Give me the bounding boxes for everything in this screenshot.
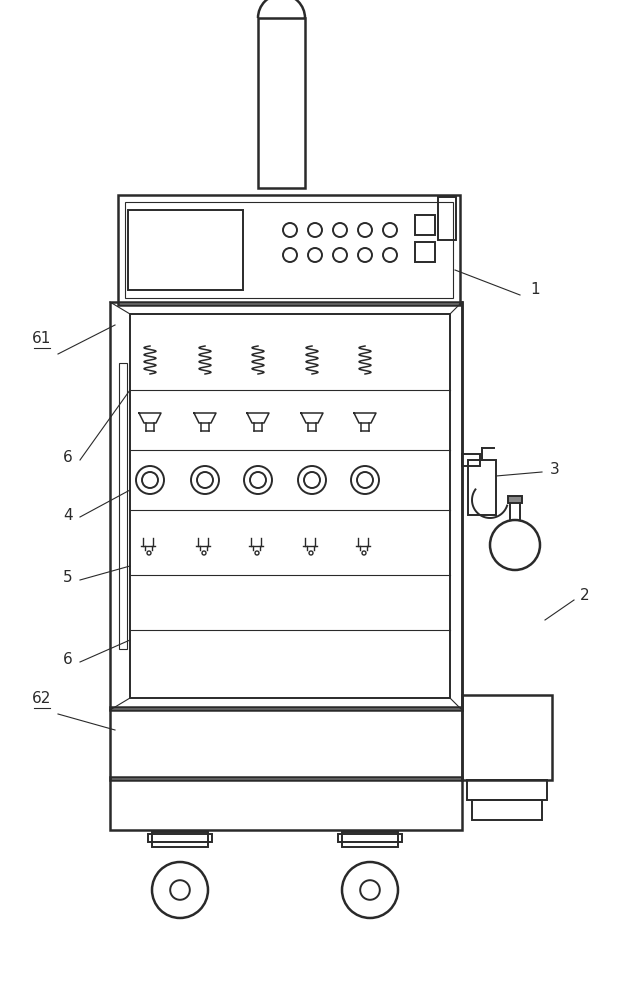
Text: 5: 5: [63, 570, 73, 585]
Text: 6: 6: [63, 450, 73, 466]
Bar: [148, 834, 212, 842]
Text: 62: 62: [32, 691, 52, 706]
Bar: [130, 314, 450, 698]
Bar: [510, 501, 520, 523]
Bar: [415, 215, 435, 235]
Bar: [462, 695, 552, 780]
Bar: [110, 302, 462, 710]
Text: 2: 2: [580, 587, 590, 602]
Text: 1: 1: [530, 282, 540, 298]
Bar: [342, 832, 398, 847]
Bar: [468, 460, 496, 515]
Bar: [128, 210, 243, 290]
Bar: [110, 777, 462, 830]
Circle shape: [490, 520, 540, 570]
Text: 3: 3: [550, 462, 560, 478]
Bar: [110, 707, 462, 780]
Bar: [125, 202, 453, 298]
Bar: [467, 780, 547, 800]
Bar: [118, 195, 460, 305]
Bar: [415, 242, 435, 262]
Circle shape: [342, 862, 398, 918]
Bar: [338, 834, 402, 842]
Text: 4: 4: [63, 508, 73, 522]
Bar: [152, 832, 208, 847]
Text: 6: 6: [63, 652, 73, 668]
Bar: [438, 197, 456, 240]
Bar: [472, 800, 542, 820]
Bar: [258, 18, 305, 188]
Text: 61: 61: [32, 331, 52, 346]
Bar: [119, 363, 127, 649]
Bar: [508, 496, 522, 503]
Circle shape: [152, 862, 208, 918]
Bar: [462, 454, 480, 466]
